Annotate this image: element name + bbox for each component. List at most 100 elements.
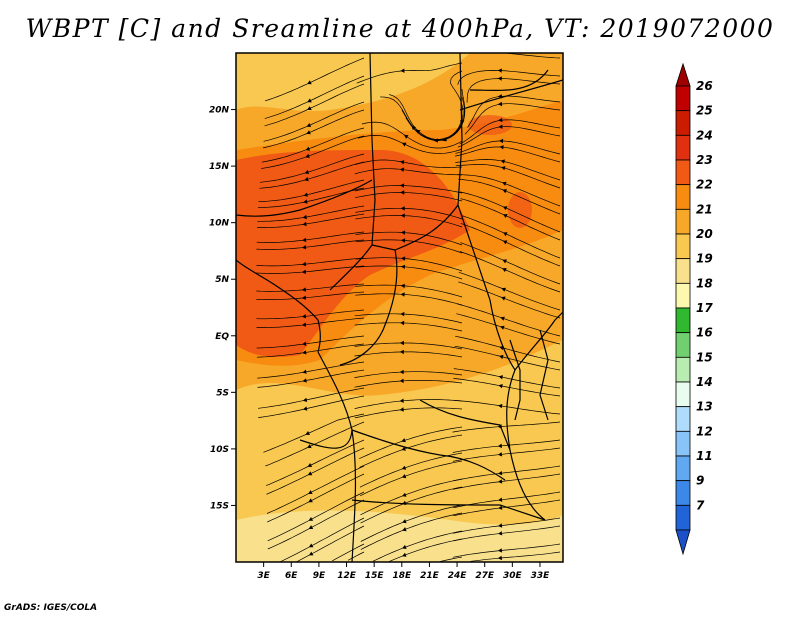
streamline-arrow (399, 398, 404, 403)
colorbar-label: 25 (696, 104, 713, 118)
colorbar-swatch (675, 184, 691, 210)
lat-tick-label: 10S (210, 445, 229, 455)
streamline (257, 205, 365, 222)
streamline (257, 361, 365, 379)
streamline-arrow (498, 531, 503, 536)
streamline (455, 335, 561, 363)
streamlines (256, 53, 561, 562)
streamline-arrow (304, 169, 309, 175)
streamline-arrow (399, 378, 404, 383)
colorbar-bottom-arrow (675, 529, 691, 556)
streamline-arrow (501, 287, 506, 292)
streamline-arrow (400, 292, 405, 297)
streamline (389, 94, 463, 140)
colorbar-label: 12 (696, 424, 713, 438)
streamline-arrow (301, 322, 307, 327)
streamline (457, 126, 561, 148)
streamline (355, 231, 463, 246)
streamline (355, 257, 463, 272)
streamline (256, 317, 365, 328)
streamline-arrow (401, 465, 407, 470)
streamline-arrow (302, 369, 307, 374)
field-patch-23-east (508, 192, 532, 228)
streamline (372, 530, 463, 562)
streamline (454, 345, 561, 371)
streamline (455, 146, 561, 163)
streamline-arrow (401, 142, 407, 147)
streamline-arrow (303, 406, 308, 411)
colorbar: 26 25 24 23 22 21 20 19 18 17 16 15 14 13 12 11 9 7 (675, 62, 713, 556)
streamline (506, 53, 561, 59)
streamline (263, 413, 365, 453)
colorbar-swatch (675, 85, 691, 112)
streamline (460, 242, 561, 285)
streamline (459, 119, 561, 145)
streamline-arrow (301, 287, 306, 292)
streamline-arrow (305, 153, 310, 158)
streamline-arrow (498, 384, 503, 389)
streamline-arrow (307, 80, 312, 85)
streamline-arrow (301, 261, 306, 267)
streamline-arrow (305, 431, 310, 435)
colorbar-label: 15 (696, 350, 713, 364)
streamline (388, 538, 463, 562)
streamline (457, 70, 561, 85)
streamline (452, 543, 561, 558)
streamline-arrow (400, 213, 405, 218)
streamline-arrow (402, 527, 407, 532)
streamline (360, 460, 463, 497)
streamline-arrow (498, 403, 503, 409)
streamline (458, 281, 561, 319)
streamline (354, 407, 463, 419)
map-frame (235, 52, 564, 563)
colorbar-swatch (675, 134, 691, 161)
streamline-arrow (307, 98, 312, 103)
streamline-arrow (497, 101, 503, 107)
streamline (439, 556, 463, 562)
streamline-arrow (499, 145, 504, 150)
streamline (459, 251, 561, 293)
streamline-arrow (500, 316, 505, 321)
streamline (456, 303, 561, 337)
streamline-arrow (401, 230, 406, 235)
streamline-arrow (302, 378, 307, 383)
streamline-arrow (499, 138, 504, 144)
streamline-arrow (497, 443, 502, 448)
streamline-arrow (400, 206, 405, 211)
streamline (258, 179, 365, 203)
streamline-arrow (306, 123, 312, 127)
streamline (258, 187, 365, 208)
streamline (266, 447, 365, 495)
streamline (355, 239, 463, 254)
streamline (360, 478, 463, 516)
colorbar-label: 14 (696, 375, 713, 389)
streamline (455, 140, 561, 155)
streamline (256, 335, 365, 349)
streamline-arrow (303, 199, 308, 204)
streamline (460, 223, 561, 267)
streamline-arrow (307, 106, 312, 111)
streamline-arrow (400, 183, 405, 188)
streamline (457, 174, 561, 207)
streamline-arrow (304, 177, 309, 182)
lon-tick-label: 24E (448, 571, 468, 581)
streamline-arrow (302, 341, 307, 346)
colorbar-swatch (675, 381, 691, 408)
lon-tick-label: 12E (337, 571, 357, 581)
colorbar-label: 26 (696, 79, 713, 93)
colorbar-label: 18 (696, 276, 713, 290)
streamline (464, 103, 561, 135)
colorbar-label: 16 (696, 326, 713, 340)
streamline (380, 96, 463, 141)
streamline-arrow (400, 311, 405, 317)
streamline-arrow (399, 167, 405, 172)
colorbar-label: 23 (696, 153, 713, 167)
streamline-arrow (498, 471, 503, 476)
streamline-arrow (302, 397, 308, 402)
streamline (257, 213, 365, 228)
streamline (267, 499, 365, 550)
streamline-arrow (502, 268, 507, 273)
streamline (257, 369, 365, 388)
colorbar-swatch (675, 455, 691, 482)
colorbar-label: 13 (696, 400, 713, 414)
